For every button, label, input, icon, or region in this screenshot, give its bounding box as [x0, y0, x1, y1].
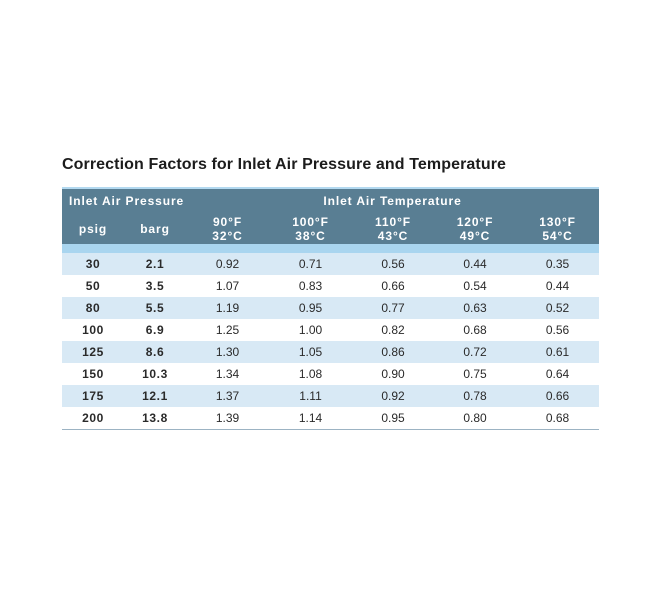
- column-header-temp-110f: 110°F 43°C: [352, 213, 435, 244]
- factor-cell: 0.63: [434, 297, 517, 319]
- factor-cell: 1.25: [186, 319, 270, 341]
- factor-cell: 0.77: [352, 297, 435, 319]
- factor-cell: 0.80: [434, 407, 517, 429]
- table-row-80psig: 80 5.5 1.19 0.95 0.77 0.63 0.52: [62, 297, 600, 319]
- barg-cell: 5.5: [124, 297, 187, 319]
- factor-cell: 0.54: [434, 275, 517, 297]
- barg-cell: 2.1: [124, 253, 187, 275]
- barg-cell: 8.6: [124, 341, 187, 363]
- column-header-psig: psig: [62, 213, 124, 244]
- header-inlet-air-temperature: Inlet Air Temperature: [186, 188, 600, 213]
- psig-cell: 100: [62, 319, 124, 341]
- temp-fahrenheit-label: 120°F: [456, 214, 494, 229]
- table-header: Inlet Air Pressure Inlet Air Temperature…: [62, 188, 600, 244]
- psig-cell: 175: [62, 385, 124, 407]
- barg-cell: 12.1: [124, 385, 187, 407]
- factor-cell: 0.95: [269, 297, 353, 319]
- factor-cell: 0.92: [352, 385, 435, 407]
- table-row-200psig: 200 13.8 1.39 1.14 0.95 0.80 0.68: [62, 407, 600, 429]
- accent-strip: [62, 244, 600, 253]
- temp-fahrenheit-label: 110°F: [375, 214, 412, 229]
- factor-cell: 0.78: [434, 385, 517, 407]
- factor-cell: 1.05: [269, 341, 353, 363]
- factor-cell: 1.19: [186, 297, 270, 319]
- factor-cell: 0.64: [516, 363, 600, 385]
- temp-celsius-label: 43°C: [377, 228, 409, 243]
- barg-cell: 6.9: [124, 319, 187, 341]
- factor-cell: 0.66: [352, 275, 435, 297]
- header-inlet-air-pressure: Inlet Air Pressure: [62, 188, 187, 213]
- temp-celsius-label: 32°C: [212, 228, 243, 243]
- psig-cell: 200: [62, 407, 124, 429]
- factor-cell: 0.75: [434, 363, 517, 385]
- temp-celsius-label: 49°C: [459, 228, 491, 243]
- barg-cell: 10.3: [124, 363, 187, 385]
- column-header-temp-100f: 100°F 38°C: [269, 213, 353, 244]
- table-body: 30 2.1 0.92 0.71 0.56 0.44 0.35 50 3.5 1…: [62, 244, 600, 429]
- factor-cell: 0.56: [516, 319, 600, 341]
- table-row-50psig: 50 3.5 1.07 0.83 0.66 0.54 0.44: [62, 275, 600, 297]
- factor-cell: 0.86: [352, 341, 435, 363]
- factor-cell: 0.66: [516, 385, 600, 407]
- factor-cell: 0.44: [434, 253, 517, 275]
- factor-cell: 0.61: [516, 341, 600, 363]
- psig-cell: 125: [62, 341, 124, 363]
- temp-fahrenheit-label: 90°F: [212, 214, 243, 229]
- barg-cell: 3.5: [124, 275, 187, 297]
- barg-cell: 13.8: [124, 407, 187, 429]
- factor-cell: 1.39: [186, 407, 270, 429]
- psig-cell: 80: [62, 297, 124, 319]
- factor-cell: 1.07: [186, 275, 270, 297]
- factor-cell: 1.08: [269, 363, 353, 385]
- column-header-barg: barg: [124, 213, 187, 244]
- factor-cell: 0.56: [352, 253, 435, 275]
- temp-celsius-label: 54°C: [542, 228, 573, 243]
- factor-cell: 1.37: [186, 385, 270, 407]
- psig-cell: 50: [62, 275, 124, 297]
- temp-fahrenheit-label: 100°F: [292, 214, 329, 229]
- factor-cell: 0.71: [269, 253, 353, 275]
- factor-cell: 1.11: [269, 385, 353, 407]
- factor-cell: 0.72: [434, 341, 517, 363]
- factor-cell: 0.35: [516, 253, 600, 275]
- factor-cell: 0.68: [434, 319, 517, 341]
- factor-cell: 0.82: [352, 319, 435, 341]
- table-row-100psig: 100 6.9 1.25 1.00 0.82 0.68 0.56: [62, 319, 600, 341]
- factor-cell: 1.30: [186, 341, 270, 363]
- factor-cell: 0.44: [516, 275, 600, 297]
- header-sub-row: psig barg 90°F 32°C 100°F 38°C 110°F 43°…: [62, 213, 600, 244]
- page-title: Correction Factors for Inlet Air Pressur…: [62, 156, 507, 173]
- column-header-temp-130f: 130°F 54°C: [516, 213, 600, 244]
- psig-cell: 30: [62, 253, 124, 275]
- table-row-175psig: 175 12.1 1.37 1.11 0.92 0.78 0.66: [62, 385, 600, 407]
- column-header-temp-90f: 90°F 32°C: [186, 213, 270, 244]
- correction-factors-table: Inlet Air Pressure Inlet Air Temperature…: [62, 187, 600, 430]
- factor-cell: 1.00: [269, 319, 353, 341]
- content-area: Correction Factors for Inlet Air Pressur…: [62, 153, 600, 430]
- factor-cell: 0.68: [516, 407, 600, 429]
- factor-cell: 0.92: [186, 253, 270, 275]
- psig-cell: 150: [62, 363, 124, 385]
- factor-cell: 0.90: [352, 363, 435, 385]
- temp-celsius-label: 38°C: [295, 228, 326, 243]
- table-row-125psig: 125 8.6 1.30 1.05 0.86 0.72 0.61: [62, 341, 600, 363]
- factor-cell: 0.95: [352, 407, 435, 429]
- table-row-150psig: 150 10.3 1.34 1.08 0.90 0.75 0.64: [62, 363, 600, 385]
- factor-cell: 1.14: [269, 407, 353, 429]
- column-header-temp-120f: 120°F 49°C: [434, 213, 517, 244]
- factor-cell: 1.34: [186, 363, 270, 385]
- table-row-30psig: 30 2.1 0.92 0.71 0.56 0.44 0.35: [62, 253, 600, 275]
- header-group-row: Inlet Air Pressure Inlet Air Temperature: [62, 188, 600, 213]
- temp-fahrenheit-label: 130°F: [539, 214, 576, 229]
- factor-cell: 0.83: [269, 275, 353, 297]
- factor-cell: 0.52: [516, 297, 600, 319]
